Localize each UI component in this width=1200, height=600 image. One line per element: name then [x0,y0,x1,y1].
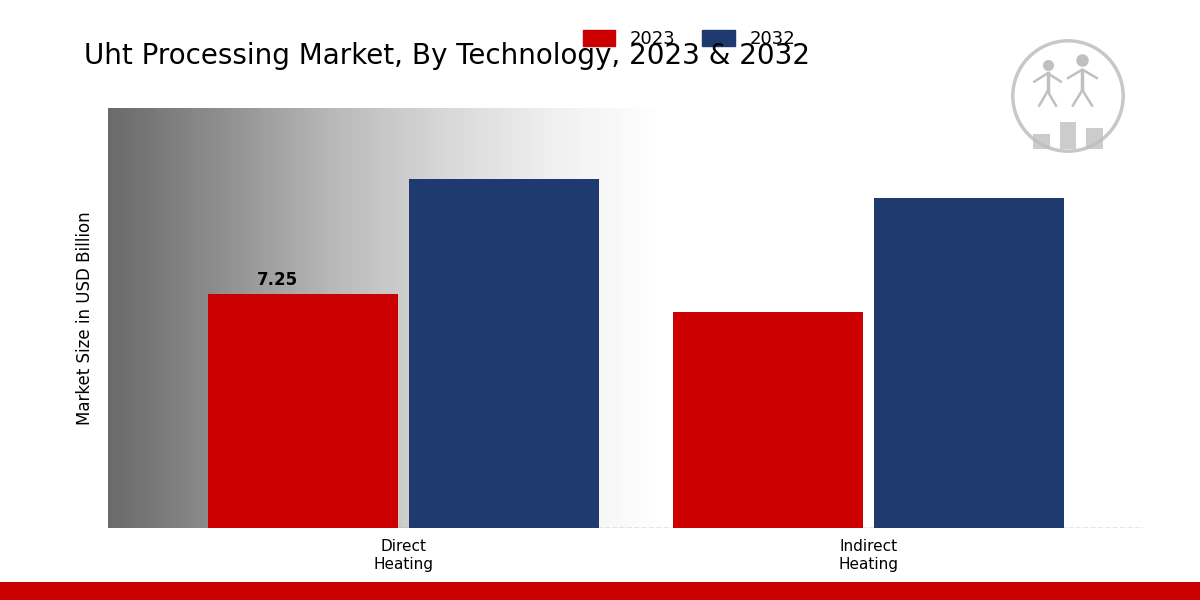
Bar [209,294,398,528]
Y-axis label: Market Size in USD Billion: Market Size in USD Billion [76,211,94,425]
Legend: 2023, 2032: 2023, 2032 [577,25,800,54]
Bar [1086,128,1103,149]
Text: Uht Processing Market, By Technology, 2023 & 2032: Uht Processing Market, By Technology, 20… [84,42,810,70]
Bar [1033,134,1050,149]
Bar [409,179,599,528]
Bar [1060,122,1076,149]
Bar [874,199,1063,528]
Bar [673,311,863,528]
Text: 7.25: 7.25 [257,271,298,289]
